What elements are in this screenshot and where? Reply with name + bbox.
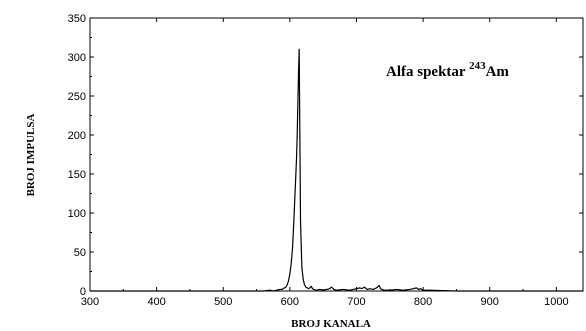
y-tick-label: 250 bbox=[68, 91, 86, 103]
y-tick-label: 300 bbox=[68, 52, 86, 64]
x-axis-title: BROJ KANALA bbox=[291, 318, 371, 330]
x-tick-label: 1000 bbox=[544, 296, 568, 308]
x-axis: 300 400 500 600 700 800 900 1000 bbox=[81, 18, 569, 308]
plot-frame bbox=[89, 17, 584, 292]
y-tick-label: 350 bbox=[68, 13, 86, 25]
y-axis: 0 50 100 150 200 250 300 350 bbox=[68, 13, 583, 298]
x-tick-label: 700 bbox=[347, 296, 365, 308]
x-tick-label: 400 bbox=[147, 296, 165, 308]
y-tick-label: 100 bbox=[68, 208, 86, 220]
annotation-superscript: 243 bbox=[469, 60, 486, 72]
y-tick-label: 50 bbox=[74, 247, 86, 259]
x-tick-label: 800 bbox=[414, 296, 432, 308]
x-tick-label: 300 bbox=[81, 296, 99, 308]
y-tick-label: 200 bbox=[68, 130, 86, 142]
y-tick-label: 150 bbox=[68, 169, 86, 181]
spectrum-line bbox=[90, 48, 583, 292]
annotation-element: Am bbox=[486, 64, 510, 80]
annotation: Alfa spektar 243Am bbox=[386, 60, 509, 80]
x-tick-label: 900 bbox=[481, 296, 499, 308]
y-axis-title: BROJ IMPULSA bbox=[25, 114, 37, 197]
annotation-text: Alfa spektar bbox=[386, 64, 469, 80]
plot-border bbox=[89, 17, 584, 292]
x-tick-label: 500 bbox=[214, 296, 232, 308]
y-tick-label: 0 bbox=[80, 286, 86, 298]
x-tick-label: 600 bbox=[281, 296, 299, 308]
